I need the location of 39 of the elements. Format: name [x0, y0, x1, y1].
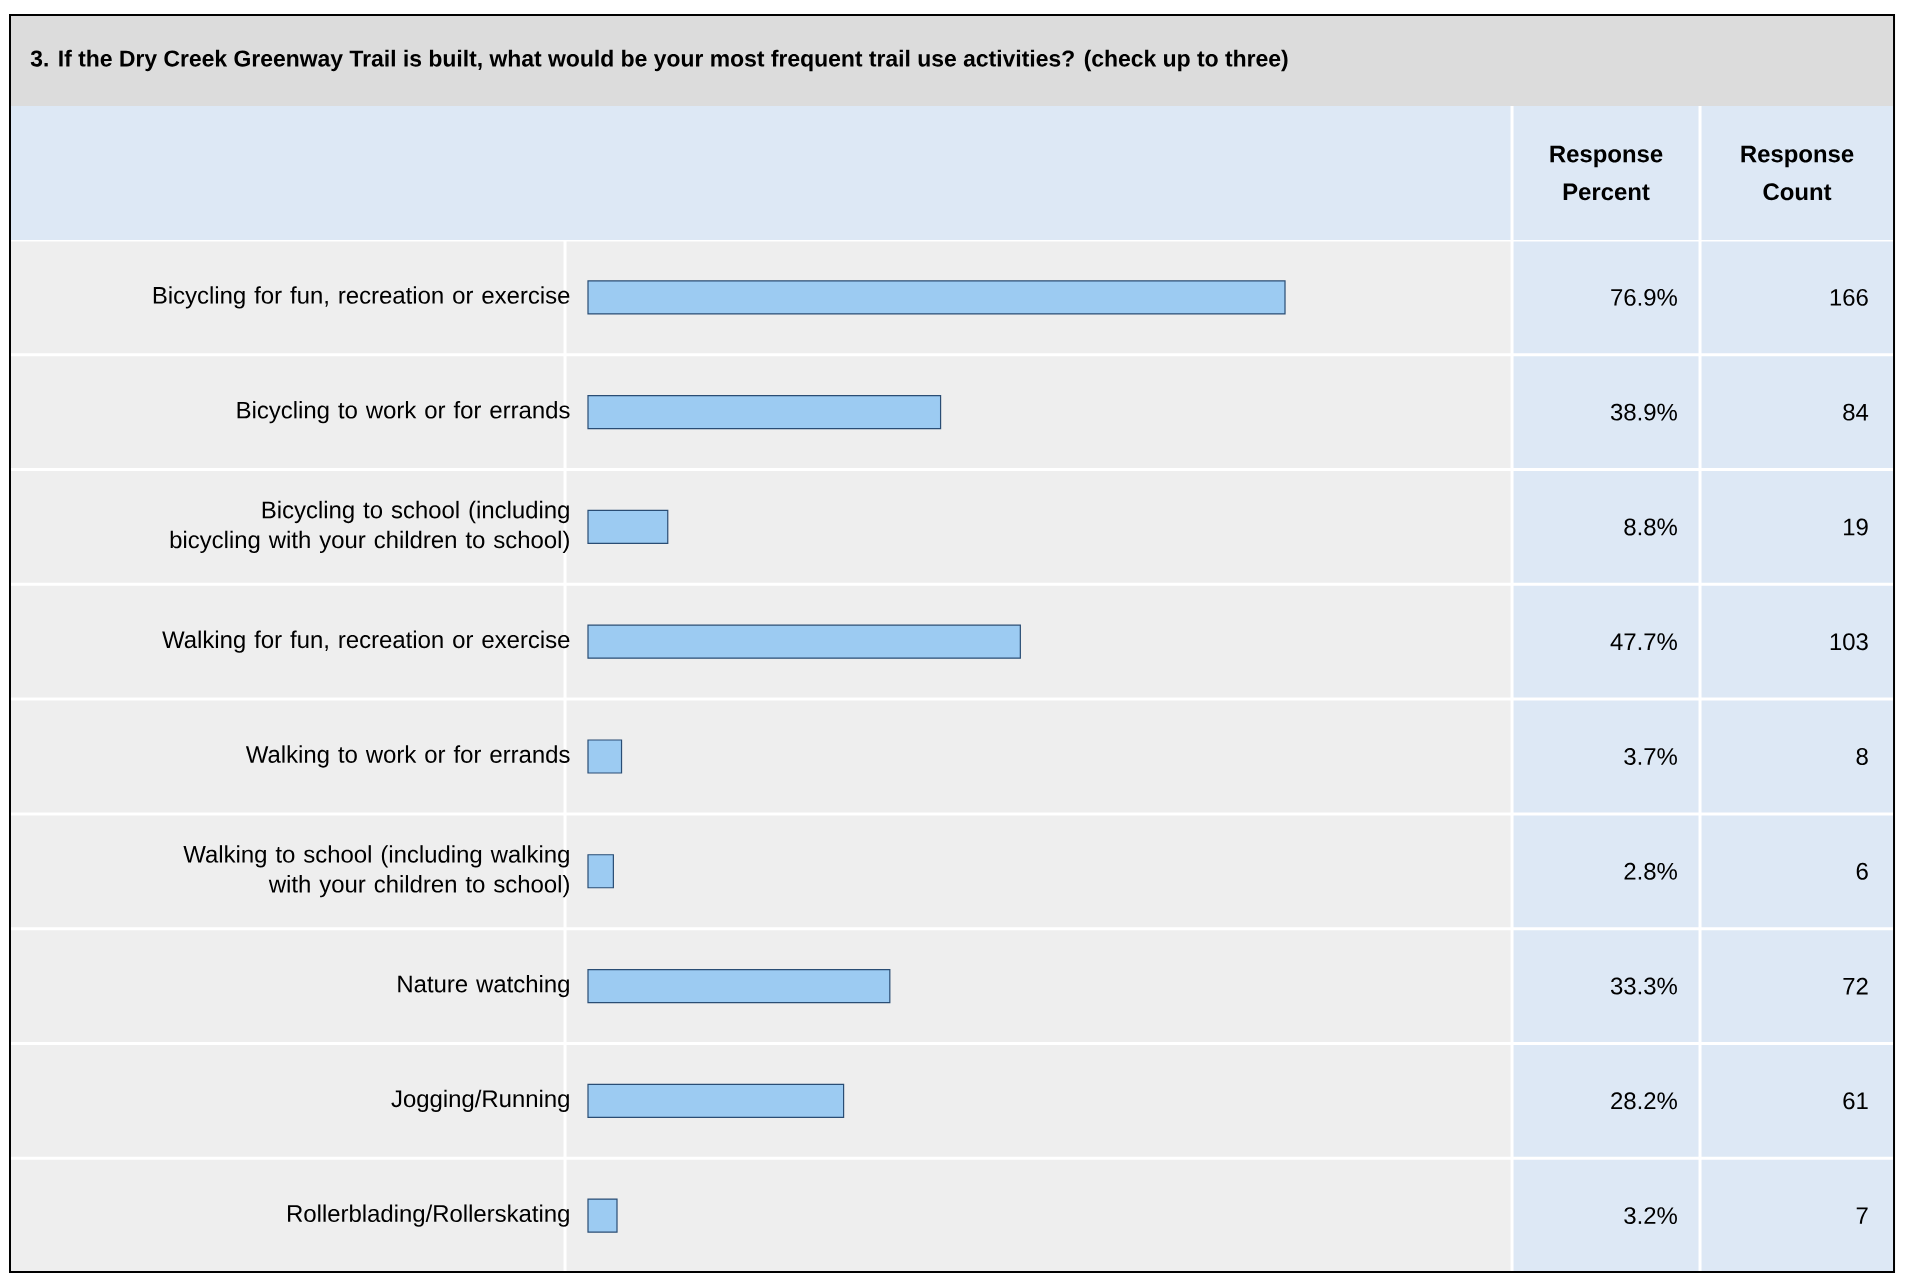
y-tick-label: Walking for fun, recreation or exercise	[162, 630, 570, 653]
data-label: 3.7%	[1624, 748, 1677, 765]
text: Response Count	[1741, 145, 1854, 201]
bar	[587, 280, 1286, 315]
bar	[587, 968, 891, 1004]
bar	[587, 1198, 618, 1233]
bar	[587, 739, 623, 774]
text: 166	[1830, 288, 1868, 306]
y-tick-label: Rollerblading/Rollerskating	[288, 1204, 569, 1227]
y-tick-label: Bicycling to school (including bicycling with your children to school)	[170, 500, 569, 554]
data-label: 2.8%	[1624, 862, 1677, 880]
y-tick-label: Bicycling to work or for errands	[237, 401, 570, 424]
text: 103	[1830, 633, 1868, 651]
bar	[587, 624, 1021, 659]
text: 8	[1856, 748, 1868, 765]
y-tick-label: Walking to work or for errands	[245, 745, 570, 768]
text: 72	[1843, 977, 1868, 995]
data-label: 33.3%	[1610, 977, 1677, 995]
data-label: 47.7%	[1610, 633, 1677, 651]
chart-title: 3. If the Dry Creek Greenway Trail is built, what would be your most frequent trail use activities? (check up to three)	[30, 49, 1288, 72]
data-label: 8.8%	[1624, 518, 1677, 536]
data-label: 28.2%	[1611, 1092, 1677, 1110]
text: 84	[1843, 403, 1869, 421]
text: 6	[1856, 862, 1868, 880]
text: 61	[1843, 1092, 1868, 1110]
data-label: 76.9%	[1611, 288, 1677, 306]
y-tick-label: Bicycling for fun, recreation or exercise	[153, 286, 570, 309]
text: Response Percent	[1550, 145, 1663, 201]
bar	[587, 395, 942, 430]
data-label: 3.2%	[1624, 1207, 1677, 1225]
text: 19	[1844, 518, 1868, 536]
bar	[587, 1083, 845, 1118]
y-tick-label: Nature watching	[398, 974, 569, 998]
bar	[587, 509, 669, 545]
y-tick-label: Walking to school (including walking with your children to school)	[183, 845, 569, 898]
text: 7	[1856, 1207, 1868, 1224]
data-label: 38.9%	[1610, 403, 1677, 421]
bar	[587, 854, 614, 889]
y-tick-label: Jogging/Running	[391, 1089, 569, 1112]
